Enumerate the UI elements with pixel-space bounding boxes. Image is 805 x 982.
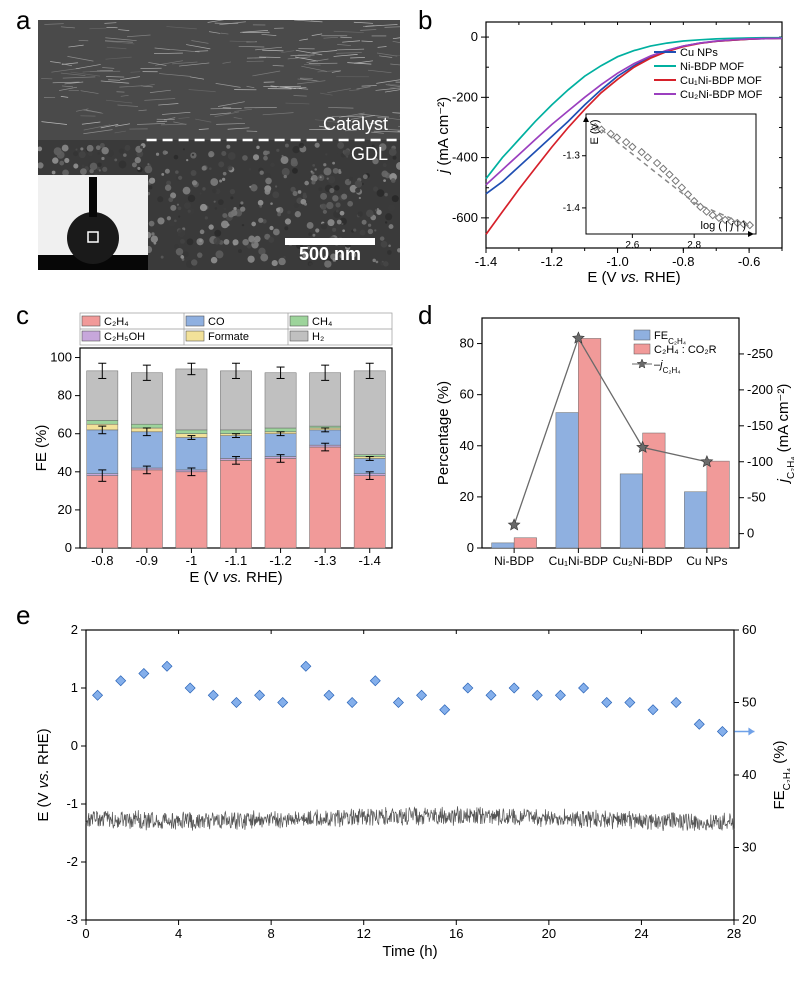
svg-text:-50: -50	[747, 490, 766, 505]
svg-text:500 nm: 500 nm	[299, 244, 361, 264]
svg-text:-3: -3	[66, 912, 78, 927]
panel-label-c: c	[16, 300, 29, 331]
svg-text:2.6: 2.6	[625, 240, 639, 251]
svg-text:-150: -150	[747, 418, 773, 433]
figure-container: a b c d e Catalyst GDL 500 nm -1.4 -1.2 -1.0…	[0, 0, 805, 982]
svg-text:100: 100	[50, 350, 72, 365]
svg-text:FEC₂H₄ (%): FEC₂H₄ (%)	[771, 740, 790, 809]
panel-label-d: d	[418, 300, 432, 331]
svg-text:Cu₂Ni-BDP: Cu₂Ni-BDP	[613, 554, 673, 568]
svg-text:-0.9: -0.9	[136, 553, 158, 568]
svg-text:80: 80	[58, 388, 72, 403]
svg-text:0: 0	[467, 540, 474, 555]
svg-text:-1: -1	[66, 796, 78, 811]
svg-text:60: 60	[742, 622, 756, 637]
svg-text:-1.3: -1.3	[314, 553, 336, 568]
panel-c-chart: C₂H₄ CO CH₄ C₂H₅OH Formate H₂ 0 20 40 60 80 100 -0.8…	[30, 310, 402, 588]
svg-text:12: 12	[356, 926, 370, 941]
svg-text:Cu₂Ni-BDP MOF: Cu₂Ni-BDP MOF	[680, 89, 763, 101]
svg-text:-1.2: -1.2	[541, 254, 563, 269]
svg-text:Ni-BDP: Ni-BDP	[494, 554, 534, 568]
svg-text:0: 0	[71, 738, 78, 753]
svg-text:-600: -600	[452, 210, 478, 225]
svg-text:C₂H₄ : CO₂R: C₂H₄ : CO₂R	[654, 344, 717, 356]
svg-text:E (V): E (V)	[589, 119, 601, 144]
svg-text:0: 0	[65, 540, 72, 555]
svg-text:20: 20	[742, 912, 756, 927]
svg-text:Time (h): Time (h)	[382, 943, 437, 960]
svg-text:-1.4: -1.4	[475, 254, 497, 269]
svg-text:2: 2	[71, 622, 78, 637]
svg-text:-250: -250	[747, 346, 773, 361]
svg-text:Cu₁Ni-BDP MOF: Cu₁Ni-BDP MOF	[680, 75, 762, 87]
svg-text:E (V vs. RHE): E (V vs. RHE)	[587, 269, 680, 286]
panel-label-a: a	[16, 5, 30, 36]
svg-text:-200: -200	[747, 382, 773, 397]
svg-text:-0.8: -0.8	[91, 553, 113, 568]
svg-text:Ni-BDP MOF: Ni-BDP MOF	[680, 61, 744, 73]
svg-text:-1.3: -1.3	[563, 151, 581, 162]
svg-text:16: 16	[449, 926, 463, 941]
svg-text:log ( | j | ): log ( | j | )	[701, 220, 746, 232]
svg-text:-400: -400	[452, 150, 478, 165]
panel-e-chart: 0481216202428-3-2-10122030405060Time (h)…	[30, 616, 790, 966]
svg-text:E (V vs. RHE): E (V vs. RHE)	[189, 569, 282, 586]
svg-text:60: 60	[58, 426, 72, 441]
svg-text:Cu NPs: Cu NPs	[686, 554, 727, 568]
svg-text:40: 40	[58, 464, 72, 479]
svg-text:80: 80	[460, 336, 474, 351]
svg-text:-0.8: -0.8	[672, 254, 694, 269]
svg-text:0: 0	[747, 526, 754, 541]
svg-text:-200: -200	[452, 89, 478, 104]
svg-text:Formate: Formate	[208, 331, 249, 343]
svg-text:H₂: H₂	[312, 331, 324, 343]
svg-text:40: 40	[742, 767, 756, 782]
svg-text:-100: -100	[747, 454, 773, 469]
svg-text:4: 4	[175, 926, 182, 941]
svg-text:28: 28	[727, 926, 741, 941]
svg-text:-0.6: -0.6	[738, 254, 760, 269]
svg-text:24: 24	[634, 926, 648, 941]
svg-text:CH₄: CH₄	[312, 316, 333, 328]
svg-text:20: 20	[542, 926, 556, 941]
svg-text:0: 0	[82, 926, 89, 941]
svg-text:GDL: GDL	[351, 144, 388, 164]
svg-text:E (V vs. RHE): E (V vs. RHE)	[35, 728, 52, 821]
svg-text:2.8: 2.8	[687, 240, 701, 251]
svg-text:-1.1: -1.1	[225, 553, 247, 568]
panel-b-chart: -1.4 -1.2 -1.0 -0.8 -0.6 -600 -400 -200 0 Cu NPs N…	[432, 12, 794, 290]
svg-text:30: 30	[742, 840, 756, 855]
svg-text:-2: -2	[66, 854, 78, 869]
svg-text:jC₂H₄ (mA cm⁻²): jC₂H₄ (mA cm⁻²)	[775, 384, 794, 485]
svg-text:0: 0	[471, 29, 478, 44]
panel-d-chart: 0 20 40 60 80 0 -50 -100 -150 -200 -250 Ni-BDP Cu₁Ni…	[432, 310, 794, 588]
svg-text:8: 8	[268, 926, 275, 941]
svg-text:–jC₂H₄: –jC₂H₄	[654, 359, 681, 375]
svg-text:1: 1	[71, 680, 78, 695]
svg-text:-1: -1	[186, 553, 198, 568]
svg-text:CO: CO	[208, 316, 225, 328]
svg-text:Catalyst: Catalyst	[323, 114, 388, 134]
panel-label-b: b	[418, 5, 432, 36]
svg-text:-1.0: -1.0	[606, 254, 628, 269]
svg-text:FE (%): FE (%)	[33, 425, 50, 472]
panel-label-e: e	[16, 600, 30, 631]
svg-text:60: 60	[460, 387, 474, 402]
svg-text:20: 20	[460, 489, 474, 504]
svg-text:C₂H₅OH: C₂H₅OH	[104, 331, 145, 343]
svg-text:C₂H₄: C₂H₄	[104, 316, 129, 328]
panel-a-svg: Catalyst GDL 500 nm	[38, 20, 400, 270]
svg-text:-1.2: -1.2	[269, 553, 291, 568]
svg-text:40: 40	[460, 438, 474, 453]
svg-text:20: 20	[58, 502, 72, 517]
svg-text:Cu NPs: Cu NPs	[680, 47, 718, 59]
panel-a-image: Catalyst GDL 500 nm	[38, 20, 400, 270]
svg-text:-1.4: -1.4	[359, 553, 381, 568]
svg-text:Cu₁Ni-BDP: Cu₁Ni-BDP	[549, 554, 608, 568]
svg-text:Percentage (%): Percentage (%)	[435, 381, 452, 485]
svg-text:50: 50	[742, 695, 756, 710]
svg-text:j (mA cm⁻²): j (mA cm⁻²)	[435, 97, 452, 175]
svg-text:-1.4: -1.4	[563, 203, 581, 214]
